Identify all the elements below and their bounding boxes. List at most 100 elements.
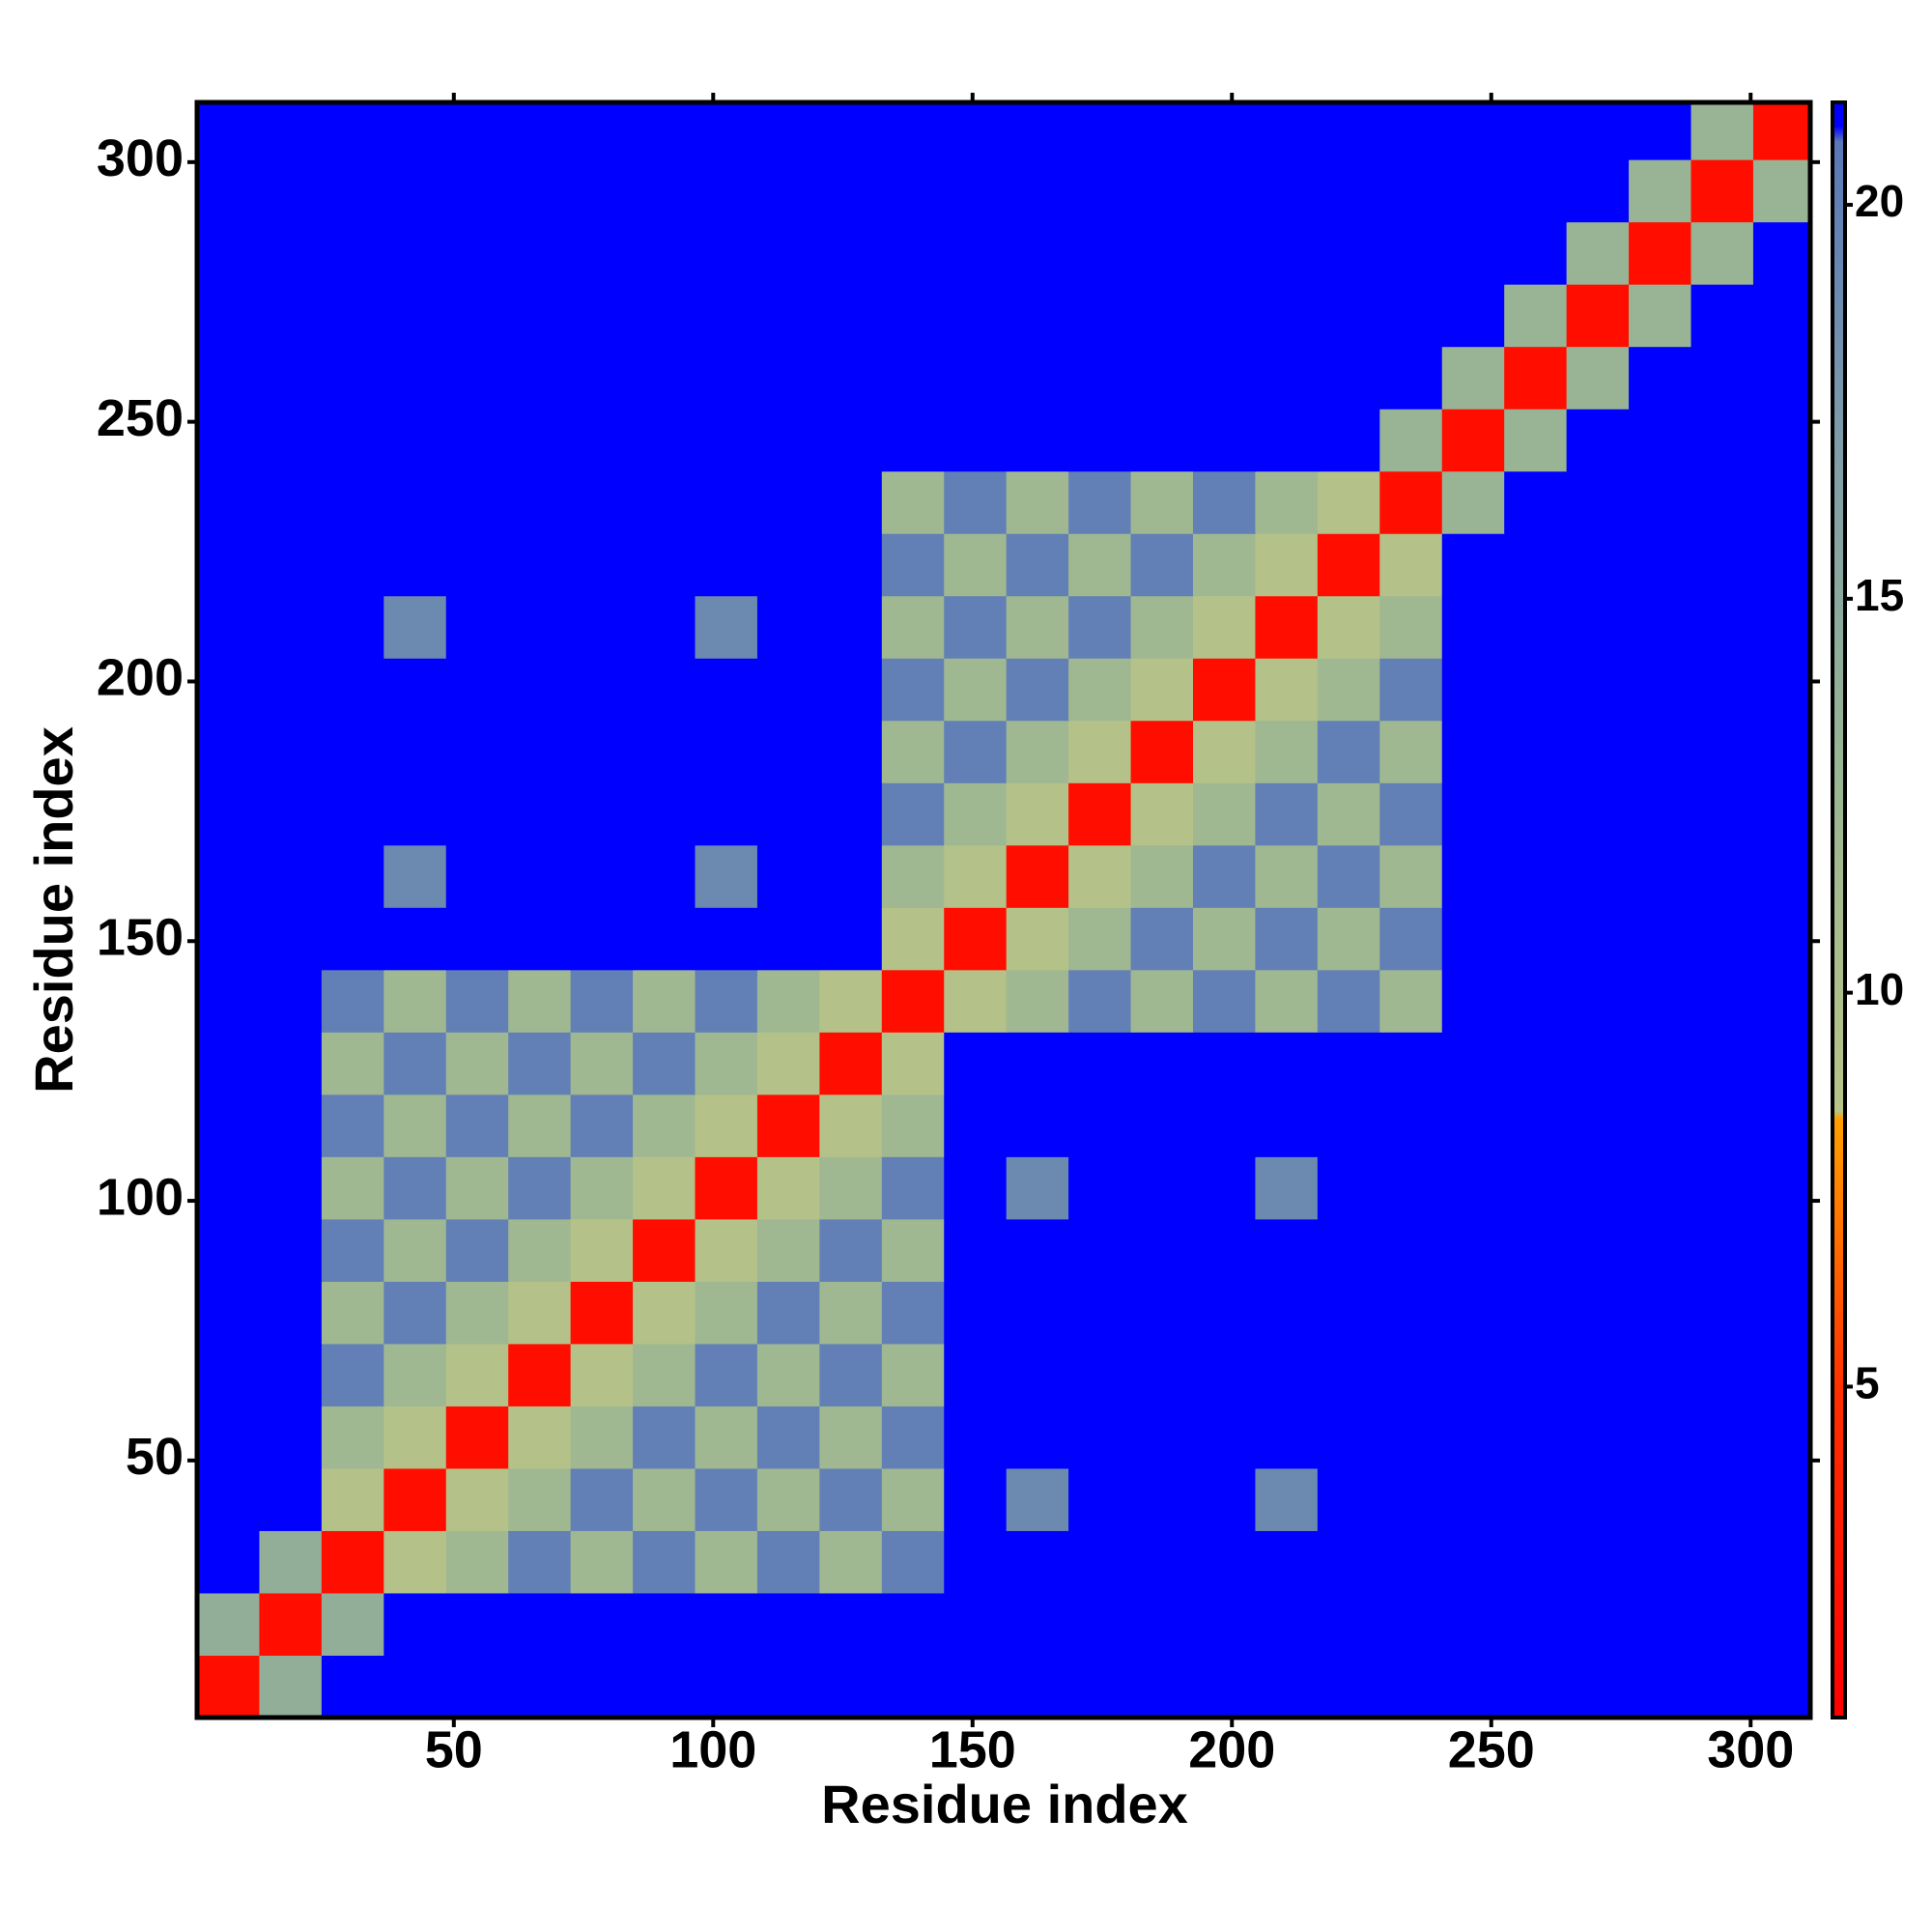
heatmap-cell: [1690, 1218, 1754, 1282]
heatmap-cell: [695, 159, 758, 223]
heatmap-cell: [633, 1530, 696, 1594]
heatmap-cell: [1566, 782, 1630, 846]
heatmap-cell: [321, 782, 384, 846]
heatmap-cell: [1068, 1530, 1132, 1594]
heatmap-cell: [445, 346, 509, 410]
heatmap-cell: [756, 284, 820, 348]
heatmap-cell: [197, 1218, 260, 1282]
heatmap-cell: [570, 595, 634, 659]
heatmap-cell: [1006, 1655, 1069, 1718]
heatmap-cell: [695, 409, 758, 472]
heatmap-cell: [1690, 1530, 1754, 1594]
heatmap-cell: [1441, 1406, 1505, 1469]
heatmap-cell: [1629, 969, 1691, 1033]
heatmap-cell: [1379, 1592, 1443, 1656]
heatmap-cell: [1629, 533, 1691, 597]
heatmap-cell: [1629, 470, 1691, 534]
heatmap-cell: [1752, 1281, 1810, 1345]
heatmap-cell: [445, 284, 509, 348]
heatmap-cell: [508, 969, 572, 1033]
heatmap-cell: [1566, 284, 1630, 348]
heatmap-cell: [881, 409, 945, 472]
heatmap-cell: [259, 595, 323, 659]
heatmap-cell: [1629, 1655, 1691, 1718]
heatmap-cell: [1192, 595, 1256, 659]
heatmap-cell: [508, 1467, 572, 1531]
heatmap-cell: [197, 1156, 260, 1220]
heatmap-cell: [1068, 1343, 1132, 1406]
heatmap-cell: [570, 658, 634, 722]
colorbar-tick-label: 5: [1855, 1358, 1880, 1408]
heatmap-cell: [1690, 533, 1754, 597]
heatmap-cell: [508, 470, 572, 534]
heatmap-cell: [197, 720, 260, 783]
heatmap-cell: [1566, 1406, 1630, 1469]
heatmap-cell: [321, 1156, 384, 1220]
heatmap-cell: [819, 1406, 883, 1469]
heatmap-cell: [695, 533, 758, 597]
heatmap-cell: [508, 1156, 572, 1220]
heatmap-cell: [570, 1156, 634, 1220]
heatmap-cell: [1379, 658, 1443, 722]
heatmap-cell: [570, 1032, 634, 1095]
heatmap-cell: [1379, 1032, 1443, 1095]
heatmap-cell: [1006, 1530, 1069, 1594]
heatmap-cell: [1752, 1218, 1810, 1282]
heatmap-cell: [570, 969, 634, 1033]
heatmap-cell: [1317, 1530, 1380, 1594]
heatmap-cell: [1379, 1343, 1443, 1406]
heatmap-cell: [445, 1094, 509, 1157]
heatmap-cell: [508, 284, 572, 348]
heatmap-cell: [259, 1343, 323, 1406]
heatmap-cell: [1068, 533, 1132, 597]
heatmap-cell: [197, 595, 260, 659]
heatmap-cell: [944, 1655, 1008, 1718]
heatmap-cell: [819, 782, 883, 846]
heatmap-cell: [881, 658, 945, 722]
heatmap-cell: [321, 969, 384, 1033]
heatmap-cell: [508, 595, 572, 659]
heatmap-cell: [570, 409, 634, 472]
heatmap-cell: [1130, 346, 1194, 410]
heatmap-cell: [819, 844, 883, 908]
heatmap-cell: [1130, 1094, 1194, 1157]
heatmap-cell: [1255, 782, 1319, 846]
heatmap-cell: [1130, 1530, 1194, 1594]
heatmap-cell: [508, 1530, 572, 1594]
heatmap-cell: [1192, 1156, 1256, 1220]
heatmap-cell: [633, 102, 696, 160]
heatmap-cell: [1068, 1655, 1132, 1718]
heatmap-cell: [1379, 1218, 1443, 1282]
heatmap-cell: [633, 1156, 696, 1220]
heatmap-cell: [944, 1592, 1008, 1656]
heatmap-cell: [695, 1218, 758, 1282]
heatmap-cell: [259, 221, 323, 285]
heatmap-cell: [1566, 1530, 1630, 1594]
heatmap-cell: [445, 1592, 509, 1656]
heatmap-cell: [1504, 1530, 1568, 1594]
heatmap-cell: [1504, 844, 1568, 908]
heatmap-cell: [1629, 159, 1691, 223]
heatmap-cell: [321, 1592, 384, 1656]
y-tick-label: 150: [97, 909, 184, 967]
heatmap-cell: [445, 1530, 509, 1594]
heatmap-cell: [819, 221, 883, 285]
heatmap-cell: [1566, 720, 1630, 783]
heatmap-cell: [633, 782, 696, 846]
heatmap-cell: [1255, 470, 1319, 534]
heatmap-cell: [384, 1343, 447, 1406]
heatmap-cell: [1441, 409, 1505, 472]
heatmap-cell: [1504, 720, 1568, 783]
heatmap-cell: [1130, 782, 1194, 846]
heatmap-cell: [1566, 221, 1630, 285]
heatmap-cell: [1441, 782, 1505, 846]
heatmap-cell: [1504, 409, 1568, 472]
heatmap-cell: [508, 1655, 572, 1718]
heatmap-cell: [1006, 595, 1069, 659]
heatmap-cell: [384, 969, 447, 1033]
heatmap-cell: [259, 1281, 323, 1345]
heatmap-cell: [881, 1655, 945, 1718]
heatmap-cell: [1752, 284, 1810, 348]
heatmap-cell: [1629, 844, 1691, 908]
heatmap-cell: [881, 284, 945, 348]
